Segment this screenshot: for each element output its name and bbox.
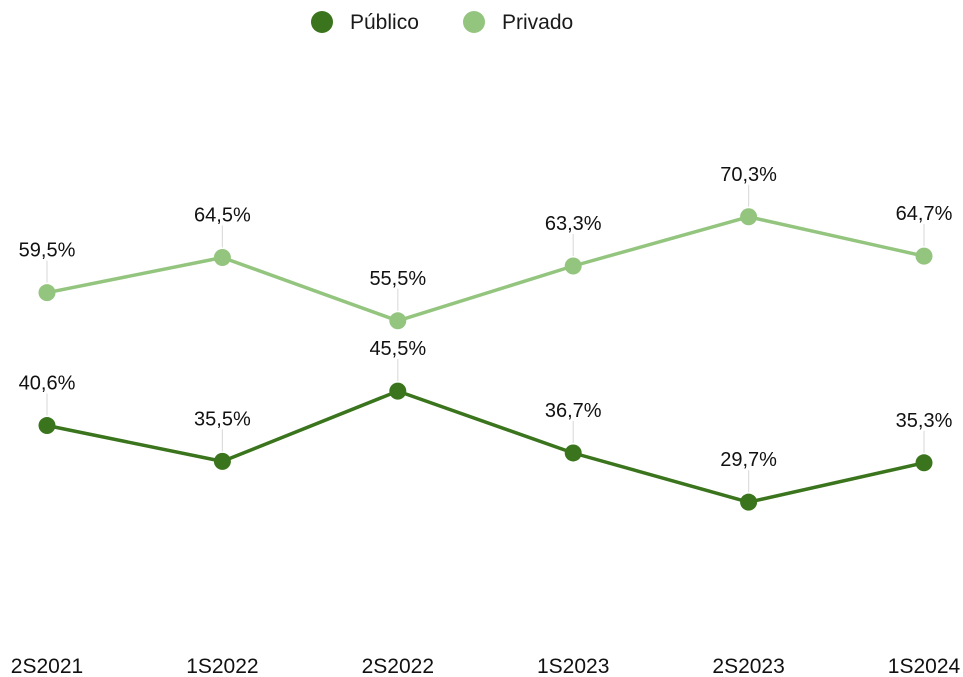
data-label: 35,3% <box>896 410 953 432</box>
x-tick-label: 1S2022 <box>186 655 258 677</box>
legend-label: Público <box>350 11 419 34</box>
legend-swatch <box>311 11 333 33</box>
series-points <box>38 208 933 511</box>
data-point <box>740 493 758 511</box>
x-tick-label: 2S2023 <box>712 655 784 677</box>
data-label: 36,7% <box>545 400 602 422</box>
series-line-0 <box>45 389 926 504</box>
x-tick-label: 1S2023 <box>537 655 609 677</box>
data-point <box>389 312 407 330</box>
legend-item-0: Público <box>311 11 419 34</box>
data-label: 64,5% <box>194 205 251 227</box>
data-label: 29,7% <box>720 449 777 471</box>
x-tick-label: 1S2024 <box>888 655 961 677</box>
series-lines <box>45 215 926 504</box>
x-tick-label: 2S2021 <box>11 655 83 677</box>
data-point <box>915 454 933 472</box>
data-point <box>38 417 56 435</box>
data-label: 63,3% <box>545 213 602 235</box>
data-point <box>564 444 582 462</box>
legend: Público Privado <box>311 11 573 34</box>
data-point <box>564 257 582 275</box>
data-labels: 40,6% 35,5% 45,5% 36,7% 29,7% 35,3% 59,5% 64,5%… <box>19 164 953 471</box>
data-point <box>38 284 56 302</box>
data-point <box>213 452 231 470</box>
data-point <box>915 247 933 265</box>
data-point <box>389 382 407 400</box>
legend-label: Privado <box>502 11 573 34</box>
data-label: 55,5% <box>369 268 426 290</box>
data-label: 45,5% <box>369 338 426 360</box>
data-label: 64,7% <box>896 203 953 225</box>
legend-item-1: Privado <box>463 11 573 34</box>
data-point <box>213 249 231 267</box>
label-connectors <box>46 184 925 493</box>
series-line-1 <box>45 215 926 323</box>
x-tick-label: 2S2022 <box>362 655 434 677</box>
data-label: 70,3% <box>720 164 777 186</box>
legend-swatch <box>463 11 485 33</box>
data-point <box>740 208 758 226</box>
data-label: 40,6% <box>19 373 76 395</box>
data-label: 35,5% <box>194 408 251 430</box>
data-label: 59,5% <box>19 240 76 262</box>
x-axis: 2S2021 1S2022 2S2022 1S2023 2S2023 1S2024 <box>11 655 961 677</box>
